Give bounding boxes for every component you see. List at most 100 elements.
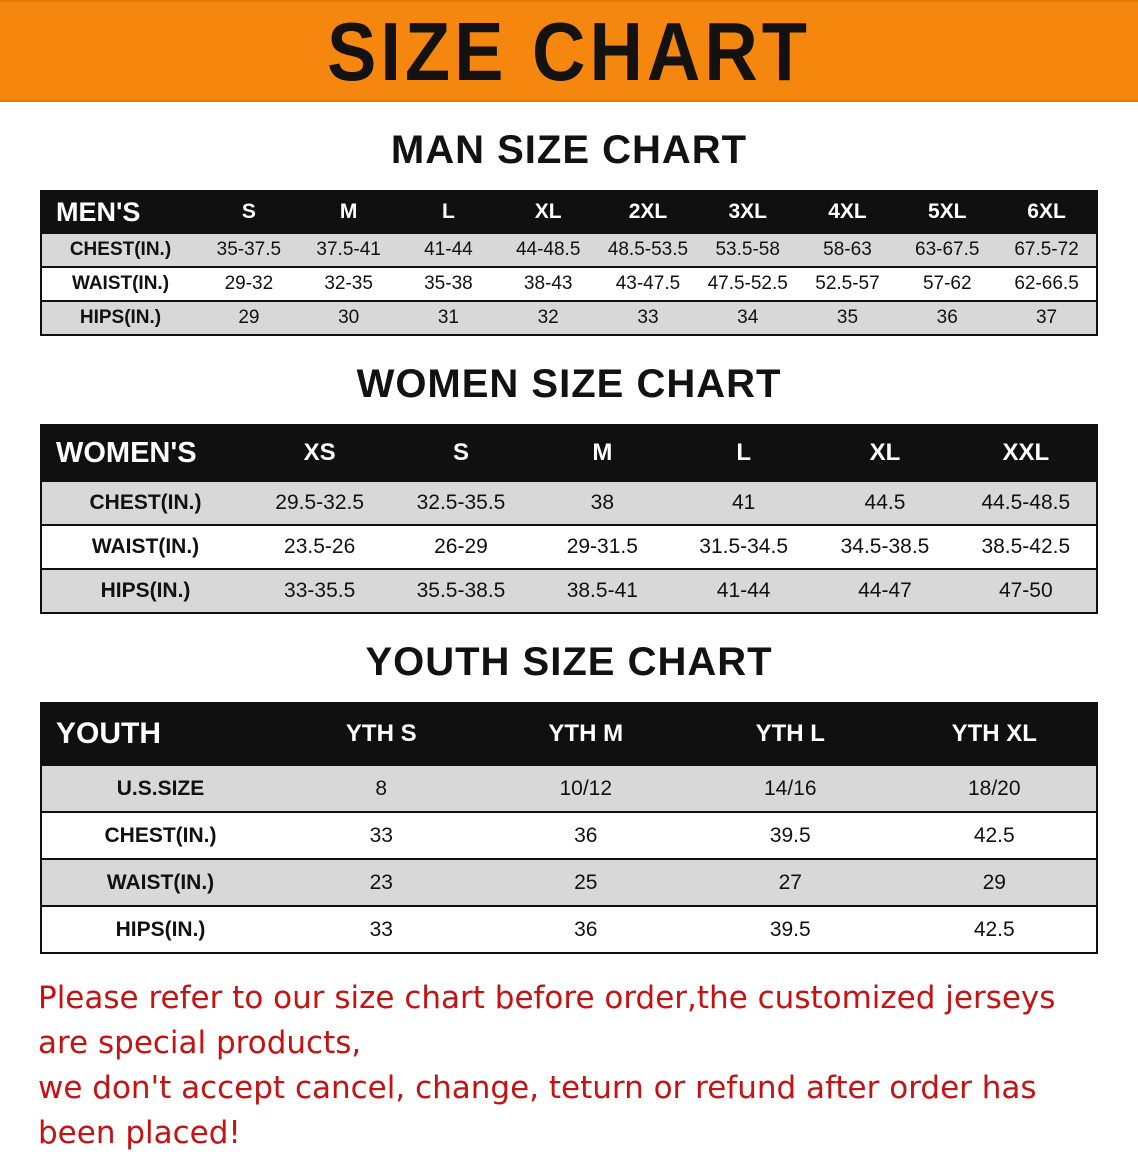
size-value-cell: 58-63: [823, 239, 872, 260]
size-value-cell: 36: [936, 307, 958, 328]
size-value-cell: 47-50: [998, 579, 1053, 602]
size-column-header: M: [531, 425, 673, 481]
size-value-cell: 31: [437, 307, 459, 328]
size-value-cell: 33: [369, 823, 393, 847]
table-row: HIPS(IN.) 33 36 39.5 42.5: [41, 906, 1097, 953]
size-value-cell: 41-44: [716, 579, 771, 602]
size-value-cell: 34: [737, 307, 759, 328]
row-label: HIPS(IN.): [115, 917, 206, 941]
table-header-row: MEN'S S M L XL 2XL 3XL 4XL 5XL 6XL: [41, 191, 1097, 233]
page-title: SIZE CHART: [327, 4, 811, 98]
size-column-header: S: [390, 425, 532, 481]
size-column-header: XXL: [955, 425, 1097, 481]
size-value-cell: 32-35: [324, 273, 373, 294]
size-value-cell: 29-32: [224, 273, 274, 294]
size-value-cell: 26-29: [434, 535, 488, 558]
size-value-cell: 39.5: [769, 823, 811, 847]
size-value-cell: 31.5-34.5: [699, 535, 789, 558]
row-label: HIPS(IN.): [79, 307, 162, 328]
table-row: HIPS(IN.) 33-35.5 35.5-38.5 38.5-41 41-44 44-…: [41, 569, 1097, 613]
size-column-header: S: [199, 191, 299, 233]
youth-size-table: YOUTH YTH S YTH M YTH L YTH XL U.S.SIZE 8 10/12…: [40, 702, 1098, 954]
size-value-cell: 53.5-58: [715, 239, 780, 260]
size-value-cell: 57-62: [922, 273, 972, 294]
youth-size-section: YOUTH SIZE CHART YOUTH YTH S YTH M YTH L YTH…: [0, 640, 1138, 954]
table-header-row: WOMEN'S XS S M L XL XXL: [41, 425, 1097, 481]
size-value-cell: 41-44: [424, 239, 473, 260]
men-size-section: MAN SIZE CHART MEN'S S M L XL 2XL 3XL 4XL 5XL 6XL…: [0, 128, 1138, 336]
size-value-cell: 34.5-38.5: [840, 535, 930, 558]
size-value-cell: 18/20: [967, 776, 1021, 800]
row-label: WAIST(IN.): [106, 870, 215, 894]
size-value-cell: 48.5-53.5: [607, 239, 689, 260]
size-value-cell: 43-47.5: [615, 273, 681, 294]
size-value-cell: 44-48.5: [515, 239, 581, 260]
table-corner-label: MEN'S: [41, 191, 199, 233]
size-value-cell: 38.5-41: [566, 579, 638, 602]
size-column-header: 6XL: [997, 191, 1097, 233]
size-value-cell: 35-38: [424, 273, 473, 294]
size-column-header: XS: [249, 425, 391, 481]
youth-section-heading: YOUTH SIZE CHART: [365, 640, 773, 684]
size-column-header: 3XL: [697, 191, 798, 233]
size-column-header: YTH M: [483, 703, 688, 765]
size-column-header: M: [298, 191, 399, 233]
row-label: U.S.SIZE: [116, 776, 205, 800]
table-corner-label: YOUTH: [41, 703, 279, 765]
row-label: HIPS(IN.): [100, 579, 191, 602]
size-value-cell: 29: [238, 307, 260, 328]
size-value-cell: 35: [836, 307, 859, 328]
size-value-cell: 29: [982, 870, 1006, 894]
row-label: WAIST(IN.): [71, 273, 170, 294]
women-section-heading: WOMEN SIZE CHART: [356, 362, 782, 406]
size-value-cell: 25: [574, 870, 598, 894]
size-value-cell: 33: [369, 917, 393, 941]
table-row: U.S.SIZE 8 10/12 14/16 18/20: [41, 765, 1097, 812]
size-column-header: 2XL: [598, 191, 698, 233]
men-size-table: MEN'S S M L XL 2XL 3XL 4XL 5XL 6XL CHEST(IN.) 35-37…: [40, 190, 1098, 336]
size-value-cell: 33: [637, 307, 659, 328]
size-value-cell: 27: [778, 870, 802, 894]
size-value-cell: 37: [1035, 307, 1058, 328]
women-size-section: WOMEN SIZE CHART WOMEN'S XS S M L XL XXL CHEST(…: [0, 362, 1138, 614]
size-value-cell: 30: [338, 307, 360, 328]
table-row: CHEST(IN.) 29.5-32.5 32.5-35.5 38 41 44.5 44.5…: [41, 481, 1097, 525]
size-value-cell: 33-35.5: [284, 579, 356, 602]
size-value-cell: 42.5: [973, 917, 1015, 941]
size-value-cell: 44.5: [864, 491, 906, 514]
size-value-cell: 32.5-35.5: [416, 491, 506, 514]
table-row: HIPS(IN.) 29 30 31 32 33 34 35 36 37: [41, 301, 1097, 335]
size-column-header: YTH L: [688, 703, 893, 765]
size-value-cell: 23: [369, 870, 393, 894]
size-value-cell: 29.5-32.5: [275, 491, 365, 514]
size-column-header: YTH XL: [892, 703, 1097, 765]
size-value-cell: 63-67.5: [915, 239, 980, 260]
size-value-cell: 67.5-72: [1014, 239, 1079, 260]
women-size-table: WOMEN'S XS S M L XL XXL CHEST(IN.) 29.5-32.5 32.5…: [40, 424, 1098, 614]
size-column-header: XL: [498, 191, 599, 233]
table-row: WAIST(IN.) 23.5-26 26-29 29-31.5 31.5-34.5 34…: [41, 525, 1097, 569]
size-value-cell: 36: [574, 917, 598, 941]
size-value-cell: 44.5-48.5: [981, 491, 1071, 514]
size-value-cell: 32: [537, 307, 559, 328]
row-label: CHEST(IN.): [104, 823, 217, 847]
disclaimer-line-2: we don't accept cancel, change, teturn o…: [38, 1069, 1037, 1151]
table-row: CHEST(IN.) 35-37.5 37.5-41 41-44 44-48.5 48.5…: [41, 233, 1097, 267]
size-value-cell: 52.5-57: [815, 273, 880, 294]
size-value-cell: 35.5-38.5: [416, 579, 506, 602]
row-label: WAIST(IN.): [91, 535, 200, 558]
size-value-cell: 37.5-41: [316, 239, 381, 260]
table-corner-label: WOMEN'S: [41, 425, 249, 481]
table-row: WAIST(IN.) 23 25 27 29: [41, 859, 1097, 906]
size-value-cell: 36: [574, 823, 598, 847]
size-column-header: XL: [814, 425, 956, 481]
table-row: CHEST(IN.) 33 36 39.5 42.5: [41, 812, 1097, 859]
size-column-header: YTH S: [279, 703, 484, 765]
row-label: CHEST(IN.): [89, 491, 202, 514]
size-value-cell: 44-47: [858, 579, 912, 602]
size-column-header: L: [398, 191, 499, 233]
size-value-cell: 8: [375, 776, 388, 800]
size-value-cell: 39.5: [769, 917, 811, 941]
disclaimer: Please refer to our size chart before or…: [0, 976, 1138, 1156]
